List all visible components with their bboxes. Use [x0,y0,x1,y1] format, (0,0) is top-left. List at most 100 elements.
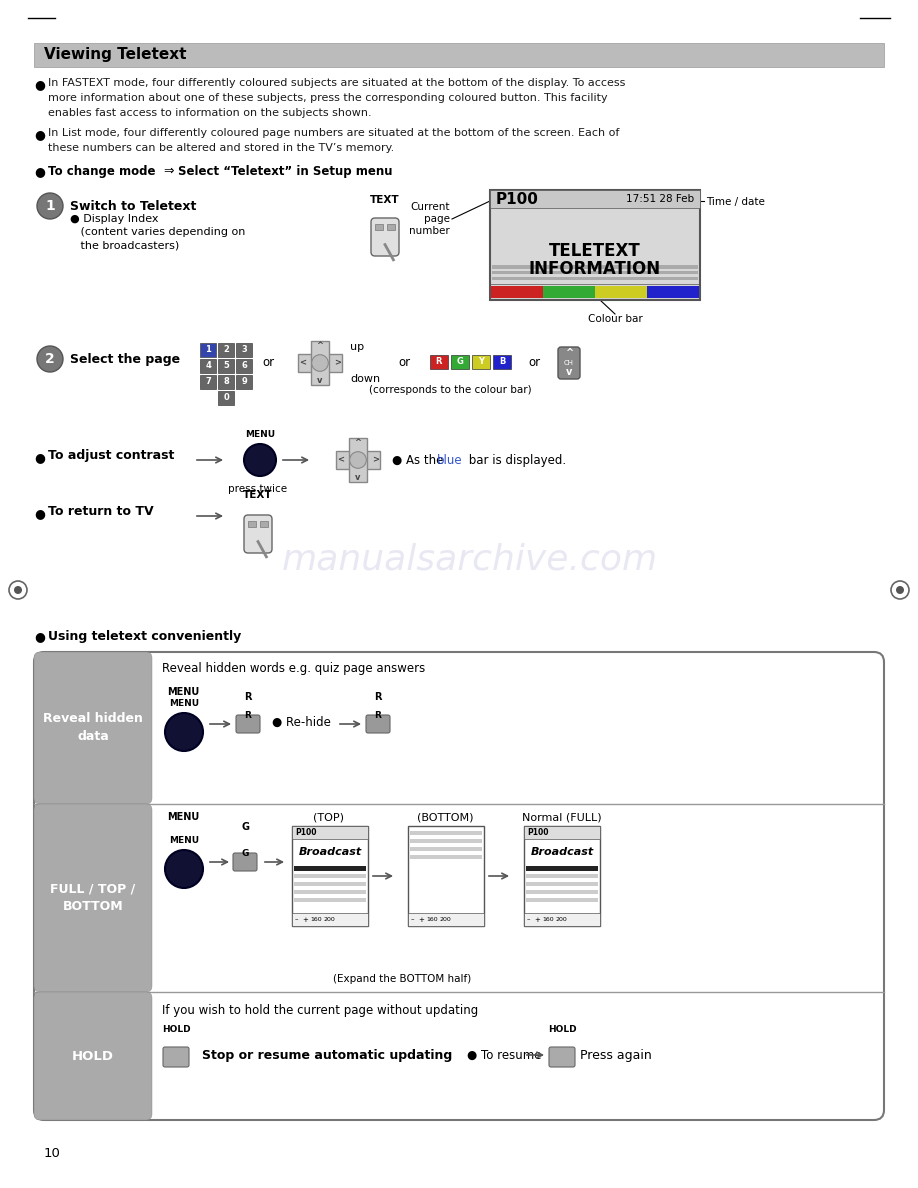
Text: If you wish to hold the current page without updating: If you wish to hold the current page wit… [162,1004,478,1017]
Bar [236,359,252,373]
Text: MENU: MENU [167,813,199,822]
Bar [349,438,367,482]
Text: Press again: Press again [580,1049,652,1062]
Text: To return to TV: To return to TV [48,505,153,518]
Text: Using teletext conveniently: Using teletext conveniently [48,630,241,643]
Bar [218,375,234,388]
Text: In List mode, four differently coloured page numbers are situated at the bottom : In List mode, four differently coloured … [48,128,620,138]
Bar [493,355,511,369]
Text: 0: 0 [223,393,229,403]
Bar [200,375,216,388]
Text: 1: 1 [205,346,211,354]
Bar [294,898,366,902]
Text: HOLD: HOLD [162,1025,190,1034]
Text: INFORMATION: INFORMATION [529,260,661,278]
FancyBboxPatch shape [371,219,399,255]
Bar [387,225,395,230]
Text: down: down [350,374,380,384]
Text: Stop or resume automatic updating: Stop or resume automatic updating [202,1049,453,1062]
Text: –: – [295,916,298,923]
Text: +: + [418,916,424,923]
Text: P100: P100 [527,828,548,838]
Bar [492,277,698,280]
Text: ● As the: ● As the [392,454,447,467]
FancyBboxPatch shape [34,804,152,992]
Text: HOLD: HOLD [72,1049,114,1062]
Text: ^: ^ [317,341,323,350]
Text: TELETEXT: TELETEXT [549,242,641,260]
Text: G: G [456,358,464,367]
Text: 10: 10 [44,1146,61,1159]
FancyBboxPatch shape [163,1047,189,1067]
Bar [451,355,469,369]
Text: 160: 160 [426,917,438,922]
FancyBboxPatch shape [34,652,152,804]
Text: +: + [534,916,540,923]
Text: v: v [565,367,572,377]
Bar [408,826,484,925]
Bar [595,286,647,298]
Text: B: B [498,358,505,367]
Bar [218,343,234,358]
Text: 200: 200 [440,917,452,922]
Text: blue: blue [437,454,463,467]
Circle shape [14,586,22,594]
Bar [408,914,484,925]
Text: Select “Teletext” in Setup menu: Select “Teletext” in Setup menu [178,165,393,178]
Text: ● Display Index: ● Display Index [70,214,159,225]
Bar [292,914,368,925]
Circle shape [37,192,63,219]
Bar [410,830,482,835]
Bar [218,359,234,373]
Text: R: R [244,691,252,702]
Circle shape [165,713,203,751]
Text: (corresponds to the colour bar): (corresponds to the colour bar) [369,385,532,394]
Text: To change mode: To change mode [48,165,155,178]
Bar [543,286,595,298]
Bar [492,271,698,274]
Text: Switch to Teletext: Switch to Teletext [70,200,196,213]
Text: (Expand the BOTTOM half): (Expand the BOTTOM half) [333,974,471,984]
Text: 2: 2 [45,352,55,366]
Bar [236,343,252,358]
Text: ●: ● [34,78,45,91]
Text: Select the page: Select the page [70,353,180,366]
Text: MENU: MENU [245,430,275,440]
Text: Normal (FULL): Normal (FULL) [522,813,602,822]
Text: 17:51 28 Feb: 17:51 28 Feb [626,194,694,204]
Bar [410,847,482,851]
Text: ^: ^ [565,348,573,358]
Text: ●: ● [34,128,45,141]
Text: R: R [375,691,382,702]
Text: ●: ● [34,451,45,465]
Bar [526,881,598,886]
Text: >: > [372,455,378,465]
Bar [200,359,216,373]
Bar [218,391,234,405]
FancyBboxPatch shape [558,347,580,379]
Text: 6: 6 [241,361,247,371]
Text: 200: 200 [556,917,567,922]
Text: P100: P100 [295,828,317,838]
Bar [490,284,700,301]
Bar [490,190,700,208]
Text: (content varies depending on: (content varies depending on [70,227,245,236]
Text: ●: ● [34,630,45,643]
Text: up: up [350,342,364,352]
Text: 200: 200 [324,917,336,922]
Text: these numbers can be altered and stored in the TV’s memory.: these numbers can be altered and stored … [48,143,394,153]
Bar [292,826,368,925]
Bar [524,826,600,839]
FancyBboxPatch shape [34,992,152,1120]
Circle shape [37,346,63,372]
FancyBboxPatch shape [236,715,260,733]
Text: –: – [411,916,415,923]
Bar [492,265,698,268]
Bar [200,343,216,358]
Bar [526,898,598,902]
Text: ●: ● [34,507,45,520]
Text: 9: 9 [241,378,247,386]
Bar [490,190,700,301]
Text: or: or [262,356,274,369]
Text: Colour bar: Colour bar [588,314,643,324]
